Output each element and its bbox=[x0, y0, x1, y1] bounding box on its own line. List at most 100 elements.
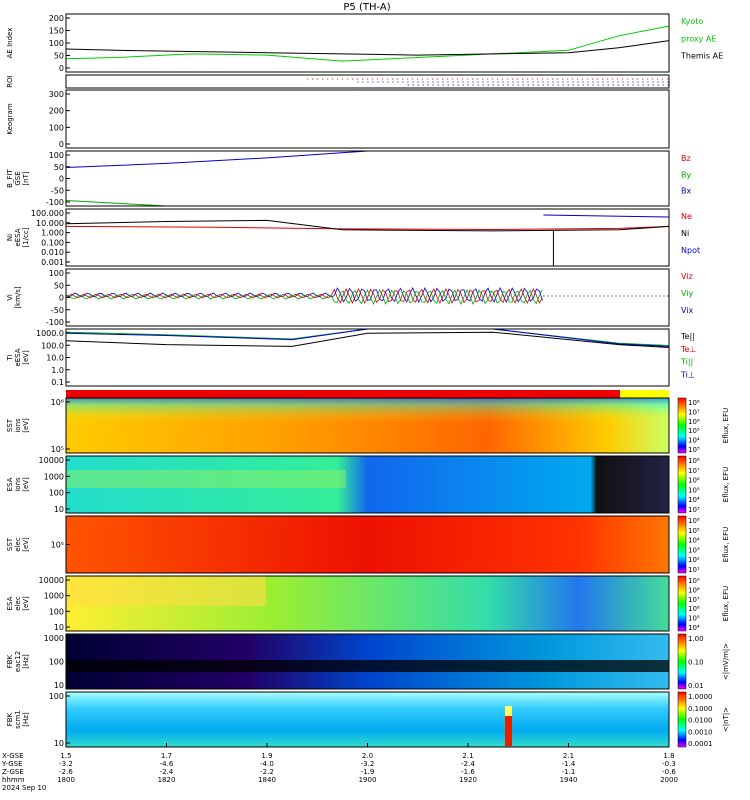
y-axis-label: [eV] bbox=[22, 537, 30, 552]
y-tick-label: 0 bbox=[59, 294, 64, 303]
y-axis-label: [eV] bbox=[22, 596, 30, 611]
y-tick-label: 100 bbox=[49, 39, 64, 48]
y-tick-label: -100 bbox=[46, 318, 64, 327]
y-axis-label: [Hz] bbox=[22, 654, 30, 669]
y-tick-label: 0.010 bbox=[41, 248, 64, 257]
y-tick-label: 100 bbox=[49, 123, 64, 132]
colorbar-tick: 10⁶ bbox=[688, 517, 700, 525]
ephem-value: 1.9 bbox=[261, 752, 272, 760]
y-tick-label: 100 bbox=[49, 489, 64, 498]
y-tick-label: 0 bbox=[59, 175, 64, 184]
colorbar-tick: 10⁸ bbox=[688, 457, 700, 465]
colorbar-tick: 10⁸ bbox=[688, 586, 700, 594]
y-tick-label: 0.100 bbox=[41, 238, 64, 247]
ephem-value: -1.9 bbox=[361, 768, 375, 776]
ephem-value: 1.8 bbox=[663, 752, 674, 760]
y-tick-label: 10⁶ bbox=[51, 398, 64, 407]
y-tick-label: 1.000 bbox=[41, 229, 64, 238]
ephem-value: -3.2 bbox=[59, 760, 73, 768]
colorbar-tick: 10⁵ bbox=[688, 527, 700, 535]
y-tick-label: 100 bbox=[49, 151, 64, 160]
y-tick-label: 10.000 bbox=[36, 219, 64, 228]
ephem-value: 1940 bbox=[560, 776, 578, 784]
colorbar-tick: 10⁵ bbox=[688, 615, 700, 623]
y-tick-label: -100 bbox=[46, 198, 64, 207]
colorbar-tick: 1.0000 bbox=[688, 693, 713, 701]
y-tick-label: 10⁵ bbox=[51, 445, 64, 454]
colorbar-tick: 10³ bbox=[688, 506, 700, 514]
panel-frame bbox=[65, 575, 670, 632]
y-tick-label: 10000 bbox=[39, 456, 64, 465]
y-axis-label: GSE bbox=[14, 171, 22, 185]
legend-entry: Ti|| bbox=[680, 358, 693, 367]
panel-sst_i: 10⁶ 10⁵ SST ions [eV] bbox=[6, 397, 670, 454]
y-axis-label: scm1 bbox=[14, 710, 22, 729]
y-axis-label: ions bbox=[14, 477, 22, 492]
legend-entry: Bz bbox=[681, 154, 691, 163]
y-tick-label: 50 bbox=[54, 52, 64, 61]
y-axis-label: FBK bbox=[6, 654, 14, 668]
panel-frame bbox=[65, 455, 670, 514]
colorbar-label: Eflux, EFU bbox=[722, 527, 730, 562]
panel-frame bbox=[65, 208, 670, 267]
ephem-value: -2.6 bbox=[59, 768, 73, 776]
panel-frame bbox=[65, 397, 670, 454]
y-axis-label: [nT] bbox=[22, 171, 30, 185]
panel-esa_e: 10000 1000 100 10 ESA elec [eV] bbox=[6, 575, 670, 632]
panel-vi: 100 50 0 -50 -100 Vi [km/s] Viz Viy Vix bbox=[6, 268, 694, 327]
series-bx bbox=[65, 150, 368, 168]
colorbar-tick: 0.0010 bbox=[688, 728, 713, 736]
y-axis-label: ROI bbox=[6, 75, 14, 87]
ephem-value: 2.0 bbox=[362, 752, 373, 760]
legend-entry: Viy bbox=[681, 289, 694, 298]
y-tick-label: 0.001 bbox=[41, 258, 64, 267]
spectrogram-fills bbox=[66, 390, 669, 747]
colorbar-scale bbox=[677, 515, 687, 574]
colorbar-tick: 0.10 bbox=[688, 659, 704, 667]
y-tick-label: 100 bbox=[49, 692, 64, 701]
ephem-row-label: 2024 Sep 10 bbox=[2, 784, 46, 792]
colorbar-scale bbox=[677, 691, 687, 748]
figure-title: P5 (TH-A) bbox=[343, 2, 390, 13]
y-axis-label: [km/s] bbox=[14, 286, 22, 309]
y-axis-label: AE Index bbox=[6, 28, 14, 59]
colorbar-label: Eflux, EFU bbox=[722, 467, 730, 502]
ephem-value: 1.7 bbox=[161, 752, 172, 760]
colorbar-tick: 10⁷ bbox=[688, 467, 700, 475]
colorbar-tick: 10⁴ bbox=[688, 437, 700, 445]
series-npot bbox=[543, 214, 670, 218]
legend-entry: Bx bbox=[681, 187, 691, 196]
colorbar: 1.0000 0.1000 0.0100 0.0010 0.0001 <|nT|> bbox=[677, 691, 730, 748]
y-axis-label: [1/cc] bbox=[22, 227, 30, 247]
ephem-value: 2.1 bbox=[563, 752, 574, 760]
line-traces bbox=[65, 25, 670, 348]
colorbar-tick: 0.0100 bbox=[688, 717, 713, 725]
ephem-row-label: X-GSE bbox=[2, 752, 24, 760]
ephem-value: -2.4 bbox=[160, 768, 174, 776]
y-axis-label: SST bbox=[6, 418, 14, 432]
colorbar-tick: 10⁷ bbox=[688, 596, 700, 604]
panel-bfit: 100 50 0 -50 -100 B_FIT GSE [nT] Bz By Bx bbox=[6, 150, 691, 207]
vi-trace bbox=[65, 287, 543, 303]
colorbar-tick: 10⁵ bbox=[688, 427, 700, 435]
ephem-value: 1900 bbox=[359, 776, 377, 784]
y-tick-label: 300 bbox=[49, 90, 64, 99]
panel-sst_e: 10⁵ SST elec [eV] bbox=[6, 515, 670, 574]
vi-trace bbox=[65, 289, 543, 305]
y-axis-label: FBK bbox=[6, 712, 14, 726]
ephem-value: 1800 bbox=[57, 776, 75, 784]
panel-frame bbox=[65, 89, 670, 149]
ephem-value: 2.1 bbox=[462, 752, 473, 760]
ephem-value: -1.4 bbox=[562, 760, 576, 768]
colorbar: 1.00 0.10 0.01 <|mV/m|> bbox=[677, 633, 730, 690]
y-axis-label: elec bbox=[14, 537, 22, 552]
y-axis-label: ions bbox=[14, 418, 22, 433]
y-tick-label: -50 bbox=[51, 306, 64, 315]
colorbar-tick: 10⁴ bbox=[688, 496, 700, 504]
ephem-value: -1.6 bbox=[461, 768, 475, 776]
colorbar-label: Eflux, EFU bbox=[722, 586, 730, 621]
